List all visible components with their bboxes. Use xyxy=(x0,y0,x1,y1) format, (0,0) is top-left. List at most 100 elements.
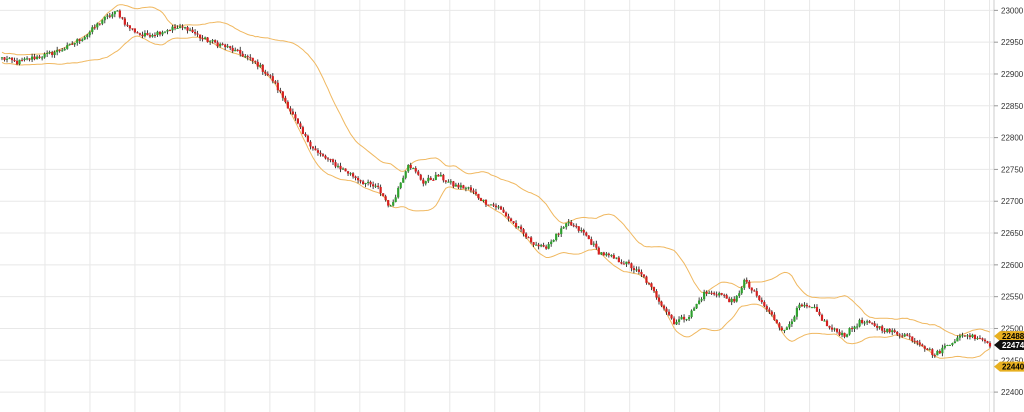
candle-body xyxy=(888,328,891,333)
candle-body xyxy=(41,57,44,59)
candle-body xyxy=(151,34,154,37)
candle-body xyxy=(843,332,846,337)
candle-body xyxy=(231,47,234,52)
bollinger-bands xyxy=(1,4,991,359)
candle-body xyxy=(891,330,894,333)
candle-body xyxy=(971,334,974,338)
candle-body xyxy=(958,335,962,338)
candle-body xyxy=(482,199,485,201)
candle-body xyxy=(148,35,152,37)
candle-body xyxy=(36,56,39,60)
candle-body xyxy=(53,52,56,55)
candle-body xyxy=(943,345,946,348)
candle-body xyxy=(617,257,620,263)
candle-body xyxy=(763,302,766,307)
candle-body xyxy=(600,252,603,255)
y-tick-label: 22550 xyxy=(1001,293,1024,302)
price-marker: 22474 xyxy=(994,340,1024,351)
candle-body xyxy=(735,295,738,302)
candle-body xyxy=(58,49,61,51)
candle-body xyxy=(878,326,881,328)
candle-body xyxy=(788,324,791,328)
candle-body xyxy=(893,330,896,332)
candle-body xyxy=(540,245,543,247)
candle-body xyxy=(191,29,194,33)
candle-body xyxy=(284,97,287,102)
candle-body xyxy=(938,350,941,354)
candle-body xyxy=(239,49,242,54)
candle-body xyxy=(655,291,658,298)
candle-body xyxy=(183,27,187,29)
candle-body xyxy=(133,28,137,33)
candle-body xyxy=(181,26,184,28)
candle-body xyxy=(324,155,327,159)
candle-body xyxy=(743,279,746,288)
candle-body xyxy=(652,287,656,292)
candle-body xyxy=(530,237,533,243)
candle-body xyxy=(166,30,169,32)
candle-body xyxy=(146,33,149,36)
candle-body xyxy=(597,247,600,255)
candle-body xyxy=(640,271,643,275)
candle-body xyxy=(199,34,202,39)
candle-body xyxy=(713,292,716,295)
candle-body xyxy=(612,255,615,259)
candle-body xyxy=(454,184,457,187)
candle-body xyxy=(356,177,360,181)
candle-body xyxy=(808,306,811,308)
candle-body xyxy=(527,237,530,239)
candle-body xyxy=(23,58,26,60)
candle-body xyxy=(953,341,956,344)
candle-body xyxy=(565,223,568,228)
y-tick-label: 22850 xyxy=(1001,102,1024,111)
candle-body xyxy=(602,252,605,256)
candle-body xyxy=(720,293,723,295)
candle-body xyxy=(502,209,505,213)
candle-body xyxy=(216,42,219,47)
candle-body xyxy=(698,300,701,304)
candle-body xyxy=(204,37,207,40)
candle-body xyxy=(113,11,116,15)
candle-body xyxy=(459,185,462,188)
chart-grid xyxy=(0,0,994,412)
candle-body xyxy=(524,233,528,238)
candle-body xyxy=(765,306,768,310)
candle-body xyxy=(367,181,370,183)
candle-body xyxy=(956,337,959,342)
candle-body xyxy=(136,32,139,34)
candle-body xyxy=(462,185,465,189)
candle-body xyxy=(512,221,515,224)
candle-body xyxy=(479,198,483,201)
candle-body xyxy=(545,246,548,249)
candle-body xyxy=(236,49,239,51)
candle-body xyxy=(331,159,335,163)
candle-body xyxy=(487,204,490,206)
candle-body xyxy=(622,263,625,265)
candle-body xyxy=(314,148,317,151)
candle-body xyxy=(670,314,673,319)
candle-body xyxy=(908,335,911,337)
candle-body xyxy=(66,45,69,49)
candle-body xyxy=(507,216,510,219)
candle-body xyxy=(509,218,513,222)
candle-body xyxy=(923,346,926,349)
candle-body xyxy=(981,338,984,340)
candle-body xyxy=(379,186,382,194)
candle-body xyxy=(903,334,906,337)
candle-body xyxy=(93,27,96,29)
candle-body xyxy=(933,355,936,357)
candle-body xyxy=(321,154,325,156)
candle-body xyxy=(848,328,851,335)
candle-body xyxy=(264,71,267,74)
candle-body xyxy=(73,42,76,45)
candle-body xyxy=(780,327,783,331)
candle-body xyxy=(46,53,49,55)
candle-body xyxy=(828,326,831,328)
candle-body xyxy=(750,287,753,291)
candle-body xyxy=(560,228,563,235)
candle-body xyxy=(5,58,9,60)
candle-body xyxy=(299,123,302,128)
candle-body xyxy=(883,330,886,332)
